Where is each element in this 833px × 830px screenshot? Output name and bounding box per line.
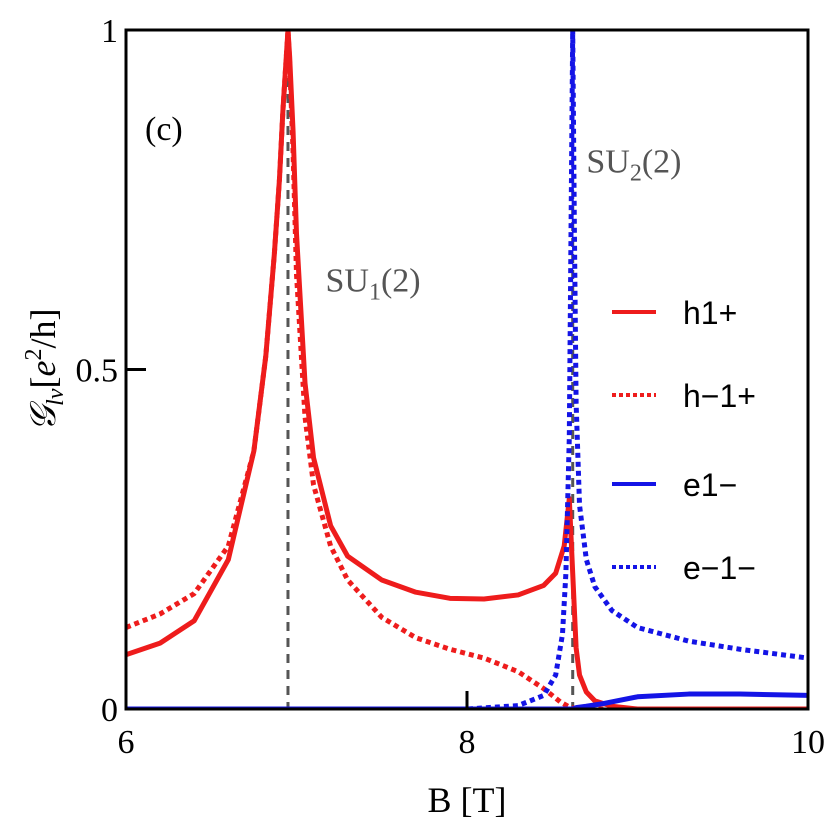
x-tick-label: 10 xyxy=(791,724,825,761)
y-tick-label: 1 xyxy=(101,13,118,50)
legend-label-h1plus: h1+ xyxy=(683,295,737,331)
x-tick-label: 6 xyxy=(118,724,135,761)
legend: h1+ h−1+ e1− e−1− xyxy=(612,295,756,586)
y-tick-label: 0 xyxy=(101,692,118,729)
legend-label-e1minus: e1− xyxy=(683,467,737,503)
plot-background xyxy=(126,30,808,709)
panel-label: (c) xyxy=(145,111,183,148)
x-axis-title: B [T] xyxy=(428,780,507,820)
legend-label-eminus1minus: e−1− xyxy=(683,550,756,586)
y-axis-title: 𝒢lν[e2/h] xyxy=(21,309,69,432)
annotation-su2: SU2(2) xyxy=(586,144,681,187)
x-tick-label: 8 xyxy=(459,724,476,761)
y-tick-label: 0.5 xyxy=(76,353,119,390)
axis-ticks: 6 8 10 0 0.5 1 xyxy=(76,13,826,761)
legend-label-hminus1plus: h−1+ xyxy=(683,378,756,414)
annotation-su1: SU1(2) xyxy=(325,262,420,305)
